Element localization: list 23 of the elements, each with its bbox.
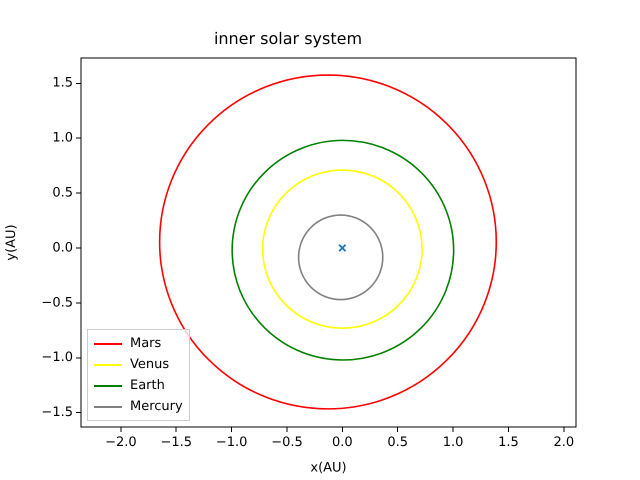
x-tick-label: 1.0: [442, 435, 464, 450]
annotation: Mercury: [130, 399, 183, 414]
annotation: Venus: [130, 357, 170, 372]
x-tick-label: −1.5: [160, 435, 192, 450]
x-tick-label: 0.5: [387, 435, 408, 450]
x-tick-label: 1.5: [498, 435, 519, 450]
annotation: Mars: [130, 336, 162, 351]
y-tick-label: 1.0: [52, 130, 73, 146]
y-tick-label: 0.0: [52, 240, 73, 256]
y-tick-label: −0.5: [41, 295, 73, 310]
y-tick-label: 0.5: [52, 185, 73, 200]
x-tick-label: −0.5: [271, 435, 303, 450]
y-axis-title: y(AU): [4, 224, 20, 261]
chart-title: inner solar system: [214, 28, 362, 48]
x-axis-title: x(AU): [310, 460, 347, 476]
y-tick-label: 1.5: [52, 76, 73, 91]
x-tick-label: −2.0: [105, 435, 137, 450]
annotation: Earth: [130, 378, 165, 393]
y-tick-label: −1.0: [41, 350, 73, 366]
x-tick-label: 0.0: [332, 435, 353, 450]
y-tick-label: −1.5: [41, 405, 73, 420]
x-tick-label: −1.0: [216, 435, 248, 450]
x-tick-label: 2.0: [553, 435, 574, 450]
